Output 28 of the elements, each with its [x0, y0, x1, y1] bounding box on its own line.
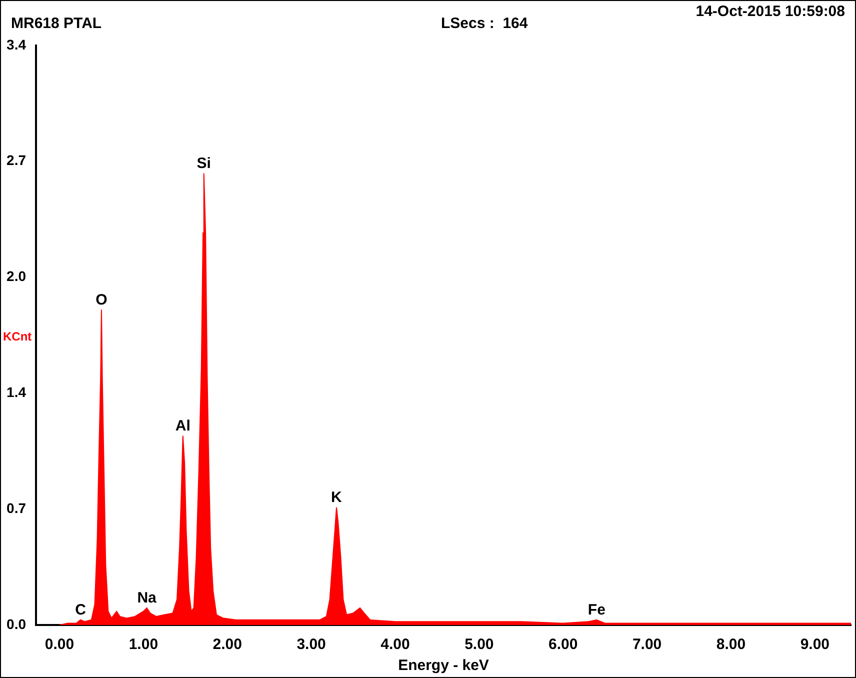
y-tick-label: 2.0 — [6, 268, 26, 284]
annotation: O — [96, 291, 108, 308]
x-axis-title: Energy - keV — [398, 657, 489, 674]
x-tick-label: 4.00 — [380, 636, 410, 654]
x-tick-label: 1.00 — [128, 636, 158, 654]
x-tick-label: 3.00 — [296, 636, 326, 654]
x-tick-label: 8.00 — [716, 636, 746, 654]
x-tick-label: 2.00 — [212, 636, 242, 654]
x-tick-label: 5.00 — [464, 636, 494, 654]
annotation: Na — [137, 590, 158, 607]
y-tick-label: 1.4 — [6, 384, 26, 400]
y-tick-label: 0.0 — [6, 616, 26, 632]
annotation: K — [331, 489, 342, 506]
x-tick-label: 9.00 — [800, 636, 830, 654]
text: 14-Oct-2015 10:59:08 — [696, 3, 845, 20]
annotation: Si — [196, 154, 211, 172]
annotation: Fe — [588, 602, 606, 619]
x-tick-label: 0.00 — [44, 636, 74, 654]
x-tick-label: 7.00 — [632, 636, 662, 654]
y-axis-title: KCnt — [3, 330, 32, 344]
text: LSecs : 164 — [441, 15, 528, 32]
annotation: C — [75, 602, 86, 619]
x-tick-label: 6.00 — [548, 636, 578, 654]
annotation: Al — [175, 417, 190, 434]
y-tick-label: 2.7 — [6, 152, 26, 168]
y-tick-label: 3.4 — [6, 36, 26, 52]
chart-title: MR618 PTAL — [11, 15, 102, 32]
y-tick-label: 0.7 — [6, 500, 26, 516]
